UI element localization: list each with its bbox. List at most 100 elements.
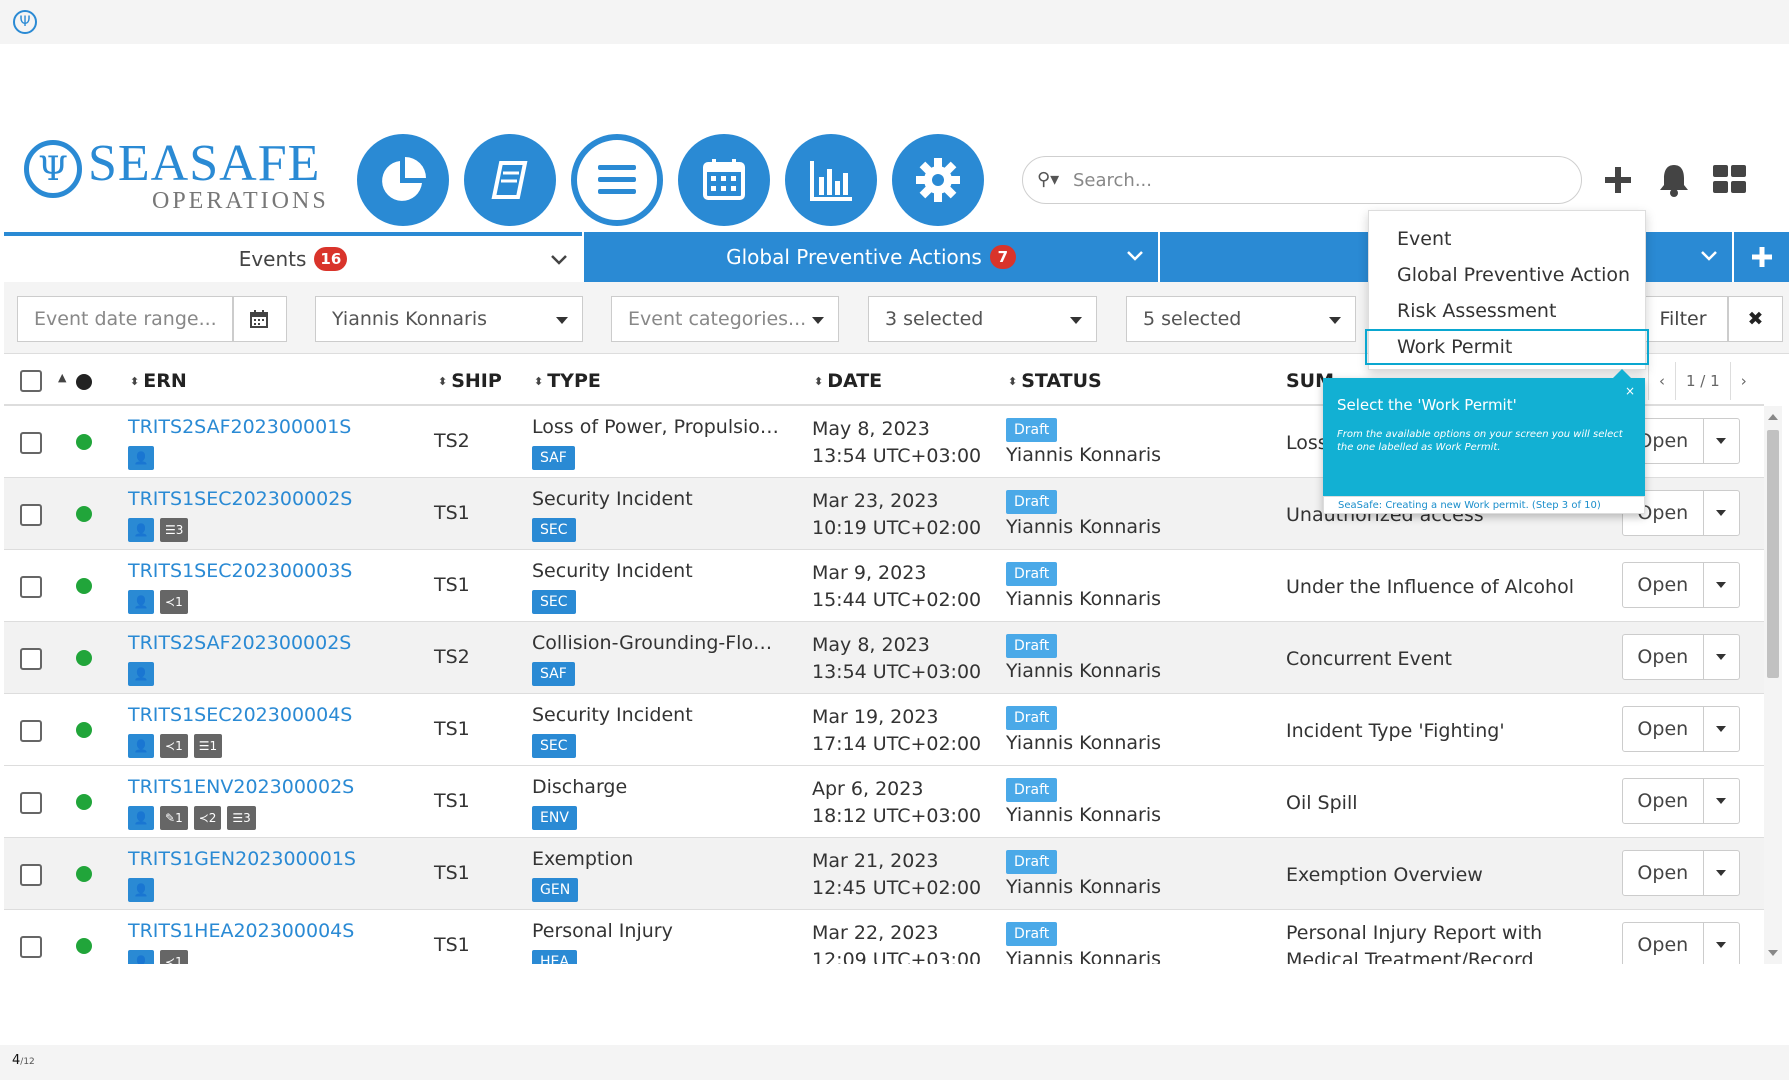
- search-input[interactable]: [1073, 165, 1553, 195]
- event-categories-select[interactable]: Event categories...: [611, 296, 839, 342]
- settings-nav-button[interactable]: [892, 134, 984, 226]
- list-count-tag[interactable]: ☰ 3: [160, 518, 189, 542]
- tab-events[interactable]: Events 16: [4, 232, 582, 282]
- row-checkbox[interactable]: [20, 936, 42, 958]
- summary-header[interactable]: SUM: [1286, 370, 1334, 392]
- status-sort-header[interactable]: ▲: [58, 366, 70, 388]
- add-tab-button[interactable]: [1734, 232, 1789, 282]
- user-icon[interactable]: 👤: [128, 662, 154, 686]
- row-checkbox[interactable]: [20, 864, 42, 886]
- ern-link[interactable]: TRITS1SEC202300002S: [128, 488, 353, 510]
- open-menu-caret-icon[interactable]: [1704, 923, 1739, 964]
- row-checkbox[interactable]: [20, 648, 42, 670]
- reports-nav-button[interactable]: [785, 134, 877, 226]
- open-button[interactable]: Open: [1623, 491, 1704, 535]
- open-button[interactable]: Open: [1623, 923, 1704, 964]
- date-header[interactable]: ⬍ DATE: [814, 370, 882, 392]
- open-menu-caret-icon[interactable]: [1704, 779, 1739, 823]
- ern-link[interactable]: TRITS1GEN202300001S: [128, 848, 356, 870]
- search-icon[interactable]: ⚲▾: [1037, 169, 1060, 190]
- table-row[interactable]: TRITS1SEC202300003S 👤 ≺ 1 TS1 Security Inc…: [4, 550, 1764, 622]
- share-count-tag[interactable]: ≺ 1: [160, 590, 188, 614]
- user-icon[interactable]: 👤: [128, 878, 154, 902]
- open-button[interactable]: Open: [1623, 563, 1704, 607]
- row-checkbox[interactable]: [20, 576, 42, 598]
- clear-filter-button[interactable]: ✖: [1728, 296, 1783, 342]
- share-count-tag[interactable]: ≺ 1: [160, 950, 188, 964]
- open-button[interactable]: Open: [1623, 851, 1704, 895]
- chevron-down-icon[interactable]: [550, 250, 568, 268]
- user-icon[interactable]: 👤: [128, 806, 154, 830]
- global-search[interactable]: ⚲▾: [1022, 156, 1582, 204]
- menu-item-risk-assessment[interactable]: Risk Assessment: [1397, 300, 1557, 322]
- ern-header[interactable]: ⬍ ERN: [130, 370, 187, 392]
- ern-link[interactable]: TRITS1SEC202300003S: [128, 560, 353, 582]
- pager-next[interactable]: ›: [1729, 362, 1757, 400]
- open-menu-caret-icon[interactable]: [1704, 707, 1739, 751]
- ern-link[interactable]: TRITS1ENV202300002S: [128, 776, 355, 798]
- scroll-down-icon[interactable]: [1768, 950, 1778, 956]
- menu-item-event[interactable]: Event: [1397, 228, 1452, 250]
- user-icon[interactable]: 👤: [128, 446, 154, 470]
- close-icon[interactable]: ×: [1624, 384, 1635, 398]
- open-menu-caret-icon[interactable]: [1704, 419, 1739, 463]
- dashboard-nav-button[interactable]: [357, 134, 449, 226]
- ern-link[interactable]: TRITS2SAF202300001S: [128, 416, 352, 438]
- table-scrollbar[interactable]: [1764, 406, 1782, 964]
- logbook-nav-button[interactable]: [464, 134, 556, 226]
- row-checkbox[interactable]: [20, 720, 42, 742]
- ern-link[interactable]: TRITS1SEC202300004S: [128, 704, 353, 726]
- open-button[interactable]: Open: [1623, 635, 1704, 679]
- type-header[interactable]: ⬍ TYPE: [534, 370, 601, 392]
- ern-link[interactable]: TRITS2SAF202300002S: [128, 632, 352, 654]
- open-button[interactable]: Open: [1623, 779, 1704, 823]
- user-icon[interactable]: 👤: [128, 950, 154, 964]
- table-row[interactable]: TRITS2SAF202300002S 👤 TS2 Collision-Grou…: [4, 622, 1764, 694]
- table-row[interactable]: TRITS1ENV202300002S 👤 ✎ 1 ≺ 2 ☰ 3 TS1 Discharg…: [4, 766, 1764, 838]
- attachment-count-tag[interactable]: ✎ 1: [160, 806, 188, 830]
- list-count-tag[interactable]: ☰ 3: [227, 806, 256, 830]
- event-date-range-input[interactable]: Event date range...: [17, 296, 233, 342]
- tab-global-preventive-actions[interactable]: Global Preventive Actions 7: [584, 232, 1158, 282]
- open-menu-caret-icon[interactable]: [1704, 563, 1739, 607]
- add-icon[interactable]: [1598, 160, 1638, 200]
- row-checkbox[interactable]: [20, 792, 42, 814]
- calendar-nav-button[interactable]: [678, 134, 770, 226]
- open-button[interactable]: Open: [1623, 707, 1704, 751]
- menu-item-global-preventive-action[interactable]: Global Preventive Action: [1397, 264, 1631, 286]
- row-checkbox[interactable]: [20, 432, 42, 454]
- filter-select-4[interactable]: 5 selected: [1126, 296, 1356, 342]
- user-icon[interactable]: 👤: [128, 518, 154, 542]
- select-all-checkbox[interactable]: [20, 370, 42, 392]
- list-count-tag[interactable]: ☰ 1: [193, 734, 223, 758]
- bell-icon[interactable]: [1654, 160, 1694, 200]
- ship-header[interactable]: ⬍ SHIP: [438, 370, 502, 392]
- open-menu-caret-icon[interactable]: [1704, 491, 1739, 535]
- table-row[interactable]: TRITS1GEN202300001S 👤 TS1 Exemption GEN …: [4, 838, 1764, 910]
- chevron-down-icon[interactable]: [1700, 246, 1718, 264]
- list-nav-button[interactable]: [571, 134, 663, 226]
- share-count-tag[interactable]: ≺ 2: [193, 806, 222, 830]
- owner-select[interactable]: Yiannis Konnaris: [315, 296, 583, 342]
- open-button[interactable]: Open: [1623, 419, 1704, 463]
- row-checkbox[interactable]: [20, 504, 42, 526]
- scroll-thumb[interactable]: [1767, 430, 1779, 678]
- apps-grid-icon[interactable]: [1710, 160, 1750, 200]
- share-count-tag[interactable]: ≺ 1: [160, 734, 188, 758]
- filter-select-3[interactable]: 3 selected: [868, 296, 1097, 342]
- user-icon[interactable]: 👤: [128, 590, 154, 614]
- filter-button[interactable]: Filter: [1638, 296, 1728, 342]
- ern-link[interactable]: TRITS1HEA202300004S: [128, 920, 355, 942]
- calendar-picker-button[interactable]: [233, 296, 287, 342]
- table-row[interactable]: TRITS1SEC202300004S 👤 ≺ 1 ☰ 1 TS1 Security I…: [4, 694, 1764, 766]
- status-header[interactable]: ⬍ STATUS: [1008, 370, 1102, 392]
- table-row[interactable]: TRITS2SAF202300001S 👤 TS2 Loss of Power,…: [4, 406, 1764, 478]
- open-menu-caret-icon[interactable]: [1704, 635, 1739, 679]
- chevron-down-icon[interactable]: [1126, 246, 1144, 264]
- table-row[interactable]: TRITS1HEA202300004S 👤 ≺ 1 TS1 Personal Inj…: [4, 910, 1764, 964]
- open-menu-caret-icon[interactable]: [1704, 851, 1739, 895]
- menu-item-work-permit[interactable]: Work Permit: [1365, 329, 1649, 365]
- pager-prev[interactable]: ‹: [1648, 362, 1675, 400]
- scroll-up-icon[interactable]: [1768, 414, 1778, 420]
- user-icon[interactable]: 👤: [128, 734, 154, 758]
